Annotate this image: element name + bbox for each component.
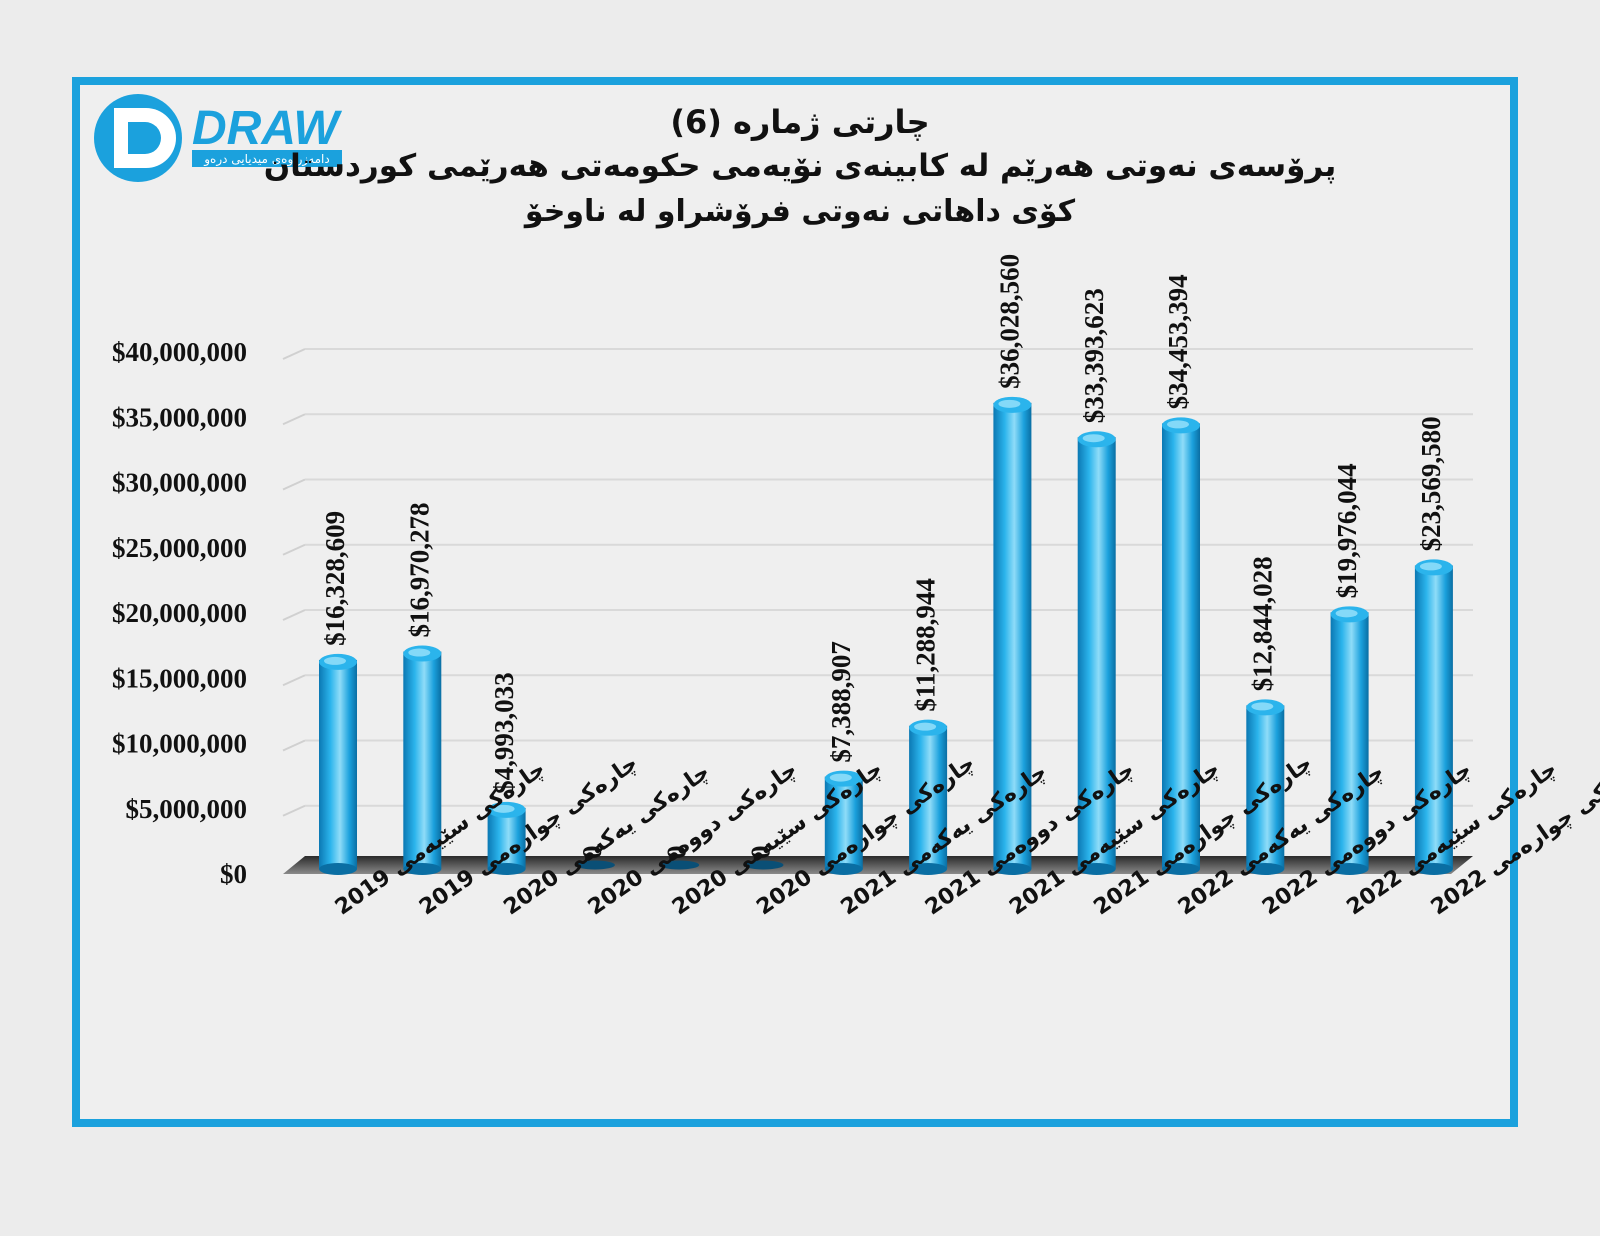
y-tick-label: $15,000,000 xyxy=(112,663,247,693)
logo-d-inner xyxy=(128,122,161,154)
bar-body xyxy=(909,725,948,869)
gridline-slant xyxy=(282,413,306,426)
gridline-slant xyxy=(282,804,306,817)
y-tick-label: $20,000,000 xyxy=(112,598,247,628)
chart-title: پرۆسەی نەوتی هەرێم لە کابینەی نۆیەمی حکو… xyxy=(263,148,1337,184)
bar-body xyxy=(487,807,526,869)
y-axis: $0 $5,000,000 $10,000,000 $15,000,000 $20,00… xyxy=(112,337,247,889)
bar-highlight xyxy=(1335,609,1358,618)
bar-body xyxy=(1330,612,1369,869)
bar-value-label: $23,569,580 xyxy=(1416,416,1446,551)
bar-base xyxy=(824,863,863,875)
bar-value-label: $4,993,033 xyxy=(489,672,519,794)
y-tick-label: $5,000,000 xyxy=(126,794,248,824)
bar xyxy=(403,645,442,875)
gridlines xyxy=(282,348,1473,817)
bar-highlight xyxy=(492,804,515,813)
bar xyxy=(1162,417,1200,875)
bar-value-label: $33,393,623 xyxy=(1079,288,1109,423)
bar-body xyxy=(1414,565,1453,869)
gridline-slant xyxy=(282,348,306,360)
bar-highlight xyxy=(1167,420,1189,429)
y-tick-label: $25,000,000 xyxy=(112,533,247,563)
bar-base xyxy=(993,863,1032,875)
bar-value-label: $7,388,907 xyxy=(826,641,856,763)
bar xyxy=(1077,431,1116,875)
bar xyxy=(1246,699,1285,875)
bar xyxy=(574,860,615,870)
data-labels: $16,328,609 $16,970,278 $4,993,033 0 0 0 $7,38… xyxy=(320,254,1446,859)
bar-base xyxy=(1330,863,1369,875)
y-tick-label: $0 xyxy=(220,859,247,889)
bar-body xyxy=(319,659,357,869)
bar-value-label: $12,844,028 xyxy=(1248,556,1278,691)
bar-highlight xyxy=(829,773,852,782)
bar-body xyxy=(1077,437,1116,869)
bar xyxy=(1414,559,1453,875)
bar-base xyxy=(403,863,442,875)
draw-logo: DRAW دامەزراوەی میدیایی درەو xyxy=(94,94,342,182)
bar xyxy=(319,653,357,875)
y-tick-label: $35,000,000 xyxy=(112,402,247,432)
bar xyxy=(824,770,863,875)
gridline-slant xyxy=(282,609,306,621)
bar xyxy=(993,396,1032,875)
bar-body xyxy=(824,776,863,869)
bar-base xyxy=(319,863,357,875)
bar-base xyxy=(1077,863,1116,875)
logo-tagline: دامەزراوەی میدیایی درەو xyxy=(203,152,329,167)
bar-body xyxy=(1162,423,1200,869)
bar xyxy=(1330,606,1369,875)
bar xyxy=(909,719,948,875)
chart-subtitle: کۆی داهاتی نەوتی فرۆشراو لە ناوخۆ xyxy=(524,194,1076,229)
bar-highlight xyxy=(914,722,937,731)
bar-value-label: 0 xyxy=(661,846,691,860)
bar-highlight xyxy=(1419,562,1442,571)
bar-value-label: $36,028,560 xyxy=(995,254,1025,389)
bar-value-label: $34,453,394 xyxy=(1163,274,1193,409)
bar-value-label: $19,976,044 xyxy=(1332,463,1362,598)
bars xyxy=(319,396,1453,875)
bar-empty-base xyxy=(743,860,784,870)
bar-highlight xyxy=(324,656,346,665)
bar-base xyxy=(487,863,526,875)
bar-value-label: $11,288,944 xyxy=(910,578,940,712)
logo-wordmark: DRAW xyxy=(192,102,342,155)
y-tick-label: $40,000,000 xyxy=(112,337,247,367)
bar-body xyxy=(993,402,1032,869)
bar-base xyxy=(909,863,948,875)
bar-highlight xyxy=(1082,434,1105,443)
bar-highlight xyxy=(998,399,1021,408)
bar-empty-base xyxy=(659,860,700,870)
chart-frame xyxy=(72,77,1518,1127)
bar-value-label: 0 xyxy=(746,846,776,860)
gridline-slant xyxy=(282,739,306,752)
gridline-slant xyxy=(282,543,306,556)
chart-title-number: چارتی ژماره (6) xyxy=(670,103,930,141)
y-tick-label: $30,000,000 xyxy=(112,468,247,498)
bar xyxy=(659,860,700,870)
bar-value-label: $16,970,278 xyxy=(405,503,435,638)
bar-base xyxy=(1246,863,1285,875)
bar-base xyxy=(1414,863,1453,875)
bar-empty-base xyxy=(574,860,615,870)
bar-highlight xyxy=(1251,702,1274,711)
bar-body xyxy=(403,651,442,869)
bar-base xyxy=(1162,863,1200,875)
bar-highlight xyxy=(408,648,431,657)
bar xyxy=(743,860,784,870)
logo-tagline-bg xyxy=(192,150,342,167)
bar-value-label: 0 xyxy=(577,846,607,860)
gridline-slant xyxy=(282,674,306,687)
y-tick-label: $10,000,000 xyxy=(112,729,247,759)
bar xyxy=(487,801,526,875)
bar-body xyxy=(1246,705,1285,869)
gridline-slant xyxy=(282,478,306,491)
bar-value-label: $16,328,609 xyxy=(320,511,350,646)
